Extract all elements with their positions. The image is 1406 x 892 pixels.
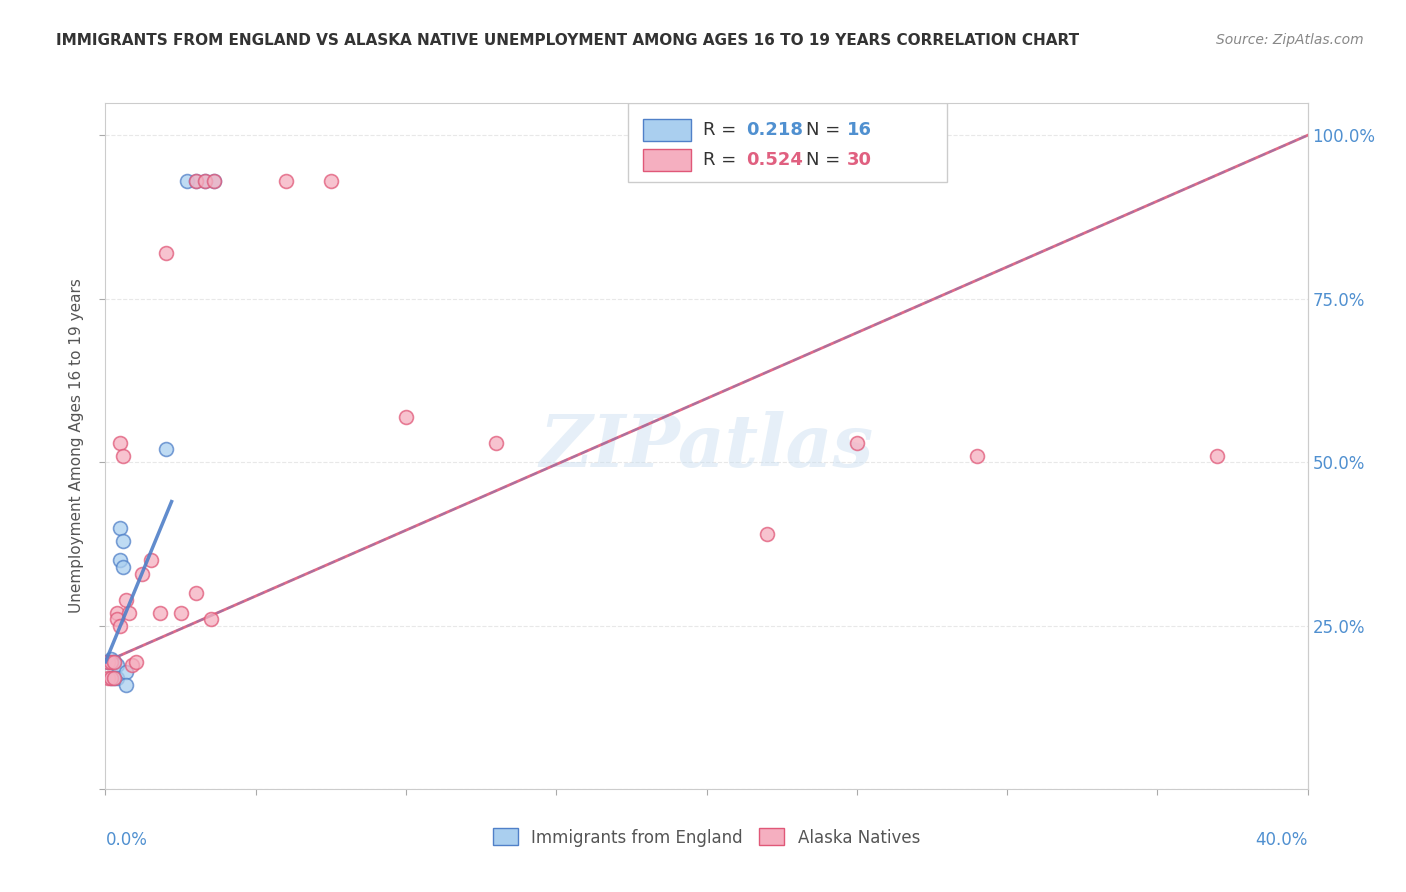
Point [115, 592, 138, 607]
Point [100, 671, 122, 685]
Point [755, 527, 778, 541]
Text: R =: R = [703, 121, 742, 139]
Text: 0.524: 0.524 [747, 152, 803, 169]
Point [319, 174, 342, 188]
Point [202, 174, 225, 188]
Text: N =: N = [806, 121, 846, 139]
Point [103, 671, 125, 685]
Point [112, 560, 135, 574]
Point [97, 655, 120, 669]
Point [103, 655, 125, 669]
Point [118, 606, 141, 620]
Bar [643, 149, 690, 171]
Bar [643, 119, 690, 141]
Point [155, 442, 177, 457]
Point [107, 612, 129, 626]
Point [110, 521, 132, 535]
Point [115, 678, 138, 692]
Point [155, 246, 177, 260]
Point [176, 174, 198, 188]
Text: 16: 16 [848, 121, 872, 139]
Point [100, 651, 122, 665]
Point [184, 174, 207, 188]
Point [112, 533, 135, 548]
Text: 0.0%: 0.0% [105, 831, 148, 849]
Point [103, 655, 125, 669]
Point [184, 174, 207, 188]
Point [194, 174, 217, 188]
Point [103, 655, 125, 669]
Point [124, 655, 146, 669]
Point [107, 606, 129, 620]
Point [115, 665, 138, 679]
Point [139, 553, 162, 567]
Point [131, 566, 153, 581]
Point [184, 586, 207, 600]
Point [1206, 449, 1229, 463]
Point [110, 435, 132, 450]
Text: ZIPatlas: ZIPatlas [540, 410, 873, 482]
Point [110, 553, 132, 567]
Point [169, 606, 191, 620]
Point [845, 435, 868, 450]
FancyBboxPatch shape [628, 103, 948, 182]
Point [110, 619, 132, 633]
Text: Source: ZipAtlas.com: Source: ZipAtlas.com [1216, 33, 1364, 47]
Point [100, 655, 122, 669]
Point [107, 671, 129, 685]
Text: IMMIGRANTS FROM ENGLAND VS ALASKA NATIVE UNEMPLOYMENT AMONG AGES 16 TO 19 YEARS : IMMIGRANTS FROM ENGLAND VS ALASKA NATIVE… [56, 33, 1080, 47]
Point [103, 671, 125, 685]
Point [107, 658, 129, 673]
Point [112, 449, 135, 463]
Text: N =: N = [806, 152, 846, 169]
Point [121, 658, 143, 673]
Text: 0.218: 0.218 [747, 121, 803, 139]
Point [202, 174, 225, 188]
Point [97, 671, 120, 685]
Point [97, 655, 120, 669]
Point [274, 174, 297, 188]
Point [148, 606, 170, 620]
Point [395, 409, 418, 424]
Legend: Immigrants from England, Alaska Natives: Immigrants from England, Alaska Natives [486, 822, 927, 854]
Text: 30: 30 [848, 152, 872, 169]
Y-axis label: Unemployment Among Ages 16 to 19 years: Unemployment Among Ages 16 to 19 years [69, 278, 84, 614]
Text: 40.0%: 40.0% [1256, 831, 1308, 849]
Text: R =: R = [703, 152, 742, 169]
Point [200, 612, 222, 626]
Point [485, 435, 508, 450]
Point [966, 449, 988, 463]
Point [100, 671, 122, 685]
Point [194, 174, 217, 188]
